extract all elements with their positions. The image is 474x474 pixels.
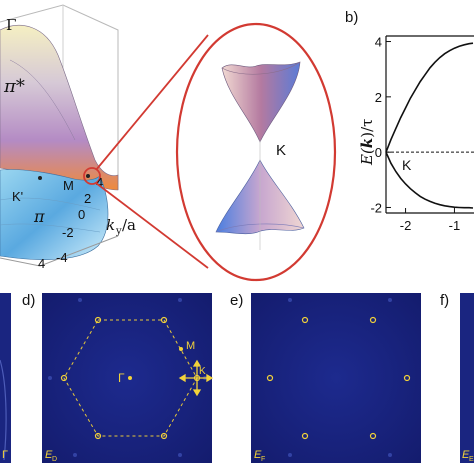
box-floor: [0, 235, 119, 267]
panel-f-image: [460, 293, 474, 463]
k-point-label: K: [199, 366, 206, 377]
ky-tick: 4: [96, 175, 103, 190]
panel-c-image: [0, 293, 11, 463]
panel-letter-d: d): [22, 292, 35, 309]
pi-star-label: π*: [3, 76, 25, 97]
x-tick-label: -1: [449, 218, 461, 233]
ky-tick: 0: [78, 207, 85, 222]
svg-text:E(k)/τ: E(k)/τ: [358, 119, 376, 166]
k-point-label: K: [402, 157, 412, 173]
panel-d: d) M Γ K E D: [22, 292, 214, 463]
gamma-label: Γ: [6, 16, 16, 34]
svg-text:E: E: [462, 449, 470, 461]
dispersion-chart: b) E(k)/τ 4 2 0 -2 -2 -1 K: [345, 9, 474, 233]
m-point-label: M: [63, 178, 74, 193]
box-edge: [0, 4, 119, 190]
panel-f: f) E E: [440, 292, 474, 463]
svg-text:/a: /a: [122, 216, 136, 234]
m-point-label: M: [186, 340, 195, 352]
panel-d-corner-label: E D: [45, 449, 57, 463]
ky-axis-label: k y /a: [106, 216, 136, 237]
k-zoom-label: K: [276, 142, 286, 159]
gamma-point-dot: [128, 376, 132, 380]
svg-text:D: D: [52, 456, 57, 463]
panel-e: e) E F: [230, 292, 421, 463]
svg-text:y: y: [115, 226, 122, 237]
svg-text:E: E: [45, 449, 53, 461]
svg-text:E: E: [469, 456, 474, 463]
y-tick-label: 0: [375, 145, 382, 160]
upper-cone: [221, 61, 301, 143]
panel-c-corner-label: Γ: [2, 449, 8, 461]
pi-label: π: [33, 207, 45, 226]
x-tick-label: -2: [400, 218, 412, 233]
zoom-connector-top: [95, 34, 209, 171]
k-point-arrows: [178, 359, 214, 397]
panel-c-edge: Γ: [0, 293, 11, 463]
zoom-connector-bottom: [95, 182, 209, 269]
ky-tick: -2: [62, 225, 74, 240]
svg-text:F: F: [261, 456, 265, 463]
svg-text:k: k: [106, 216, 115, 234]
y-tick-label: 4: [375, 35, 382, 50]
zoom-ellipse: [175, 22, 337, 282]
panel-letter-f: f): [440, 292, 449, 309]
ky-tick: 2: [84, 191, 91, 206]
band-structure-3d: Γ π* π M K' 4 2 0 -2 -4 4 k y /a: [0, 4, 136, 271]
kx-tick: 4: [38, 256, 45, 271]
series-line-conduction: [385, 42, 474, 153]
y-tick-label: 2: [375, 90, 382, 105]
k-prime-marker: [38, 176, 42, 180]
ky-tick: -4: [56, 250, 68, 265]
m-marker: [86, 174, 90, 178]
series-line-valence: [385, 151, 474, 209]
dirac-cone-zoom: K: [175, 22, 337, 282]
panel-e-corner-label: E F: [254, 449, 265, 463]
y-axis-label: E(k)/τ: [358, 119, 376, 166]
brillouin-zone-hexagon: [63, 319, 198, 437]
panel-e-image: [251, 293, 421, 463]
k-prime-label: K': [12, 189, 23, 204]
panel-letter-e: e): [230, 292, 243, 309]
k-point-highlight: [83, 167, 101, 185]
svg-text:E: E: [254, 449, 262, 461]
m-point-dot: [179, 347, 183, 351]
panel-letter-b: b): [345, 9, 358, 26]
y-tick-label: -2: [370, 200, 382, 215]
gamma-point-label: Γ: [118, 371, 125, 385]
panel-f-corner-label: E E: [462, 449, 474, 463]
